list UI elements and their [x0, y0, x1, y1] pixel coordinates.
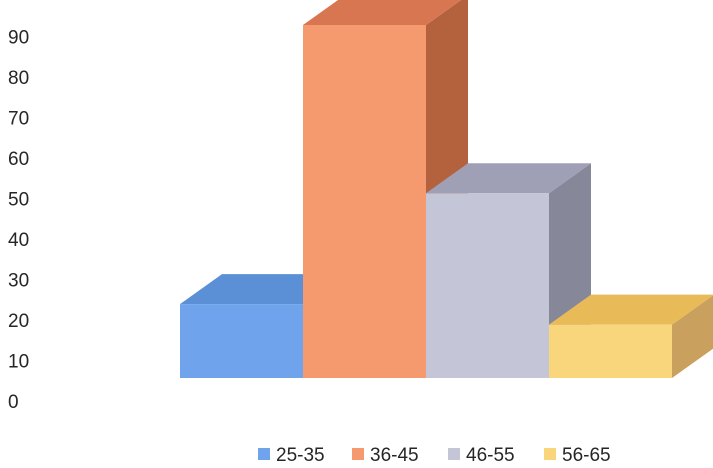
bar-top-36-45	[303, 0, 461, 25]
bar-top-56-65	[549, 294, 713, 325]
y-tick-label-60: 60	[8, 149, 29, 170]
y-tick-label-30: 30	[8, 271, 29, 292]
y-axis: 0 10 20 30 40 50 60 70 80 90	[8, 28, 29, 414]
y-tick-label-80: 80	[8, 68, 29, 89]
y-tick-label-50: 50	[8, 190, 29, 211]
y-tick-label-10: 10	[8, 352, 29, 373]
legend-label-56-65: 56-65	[562, 445, 611, 466]
legend: 25-35 36-45 46-55 56-65	[258, 445, 611, 466]
bar-56-65	[549, 294, 713, 378]
legend-swatch-56-65	[544, 448, 556, 460]
bar-front-25-35	[180, 304, 303, 378]
legend-label-46-55: 46-55	[466, 445, 515, 466]
y-tick-label-40: 40	[8, 230, 29, 251]
y-tick-label-20: 20	[8, 311, 29, 332]
bar-front-36-45	[303, 25, 426, 378]
y-tick-label-70: 70	[8, 109, 29, 130]
bar-top-46-55	[426, 163, 591, 194]
legend-label-36-45: 36-45	[370, 445, 419, 466]
legend-label-25-35: 25-35	[276, 445, 325, 466]
legend-swatch-46-55	[448, 448, 460, 460]
legend-swatch-36-45	[352, 448, 364, 460]
bar-front-56-65	[549, 324, 672, 378]
y-tick-label-0: 0	[8, 392, 19, 413]
legend-swatch-25-35	[258, 448, 270, 460]
y-tick-label-90: 90	[8, 28, 29, 49]
bars-group	[180, 0, 713, 378]
bar-side-56-65	[672, 295, 713, 378]
bar-front-46-55	[426, 193, 549, 378]
